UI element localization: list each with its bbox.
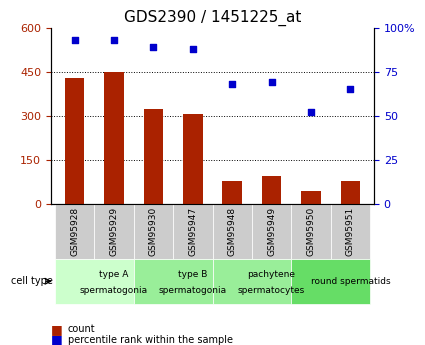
- FancyBboxPatch shape: [331, 204, 370, 259]
- Bar: [262, 176, 281, 204]
- FancyBboxPatch shape: [55, 204, 94, 259]
- FancyBboxPatch shape: [252, 204, 291, 259]
- Bar: [65, 78, 85, 204]
- Point: [268, 80, 275, 85]
- Point: [190, 46, 196, 51]
- Text: spermatogonia: spermatogonia: [80, 286, 148, 295]
- Text: round spermatids: round spermatids: [311, 277, 390, 286]
- Text: percentile rank within the sample: percentile rank within the sample: [68, 335, 233, 345]
- FancyBboxPatch shape: [212, 204, 252, 259]
- Text: GSM95930: GSM95930: [149, 207, 158, 256]
- Text: GSM95951: GSM95951: [346, 207, 355, 256]
- Text: pachytene: pachytene: [248, 270, 295, 279]
- Text: type A: type A: [99, 270, 129, 279]
- Text: GSM95948: GSM95948: [228, 207, 237, 256]
- FancyBboxPatch shape: [134, 204, 173, 259]
- Bar: [301, 191, 321, 204]
- FancyBboxPatch shape: [94, 204, 134, 259]
- Text: spermatogonia: spermatogonia: [159, 286, 227, 295]
- FancyBboxPatch shape: [291, 259, 370, 304]
- Text: cell type: cell type: [11, 276, 53, 286]
- Text: ■: ■: [51, 323, 63, 336]
- Title: GDS2390 / 1451225_at: GDS2390 / 1451225_at: [124, 10, 301, 26]
- Text: GSM95928: GSM95928: [70, 207, 79, 256]
- Bar: [183, 115, 203, 204]
- Bar: [104, 72, 124, 204]
- Text: type B: type B: [178, 270, 207, 279]
- Text: GSM95947: GSM95947: [188, 207, 197, 256]
- FancyBboxPatch shape: [291, 204, 331, 259]
- Bar: [144, 109, 163, 204]
- Text: GSM95949: GSM95949: [267, 207, 276, 256]
- Point: [150, 44, 157, 50]
- Point: [308, 110, 314, 115]
- Text: GSM95950: GSM95950: [306, 207, 315, 256]
- Text: spermatocytes: spermatocytes: [238, 286, 305, 295]
- Text: ■: ■: [51, 333, 63, 345]
- FancyBboxPatch shape: [173, 204, 212, 259]
- FancyBboxPatch shape: [134, 259, 212, 304]
- Bar: [222, 181, 242, 204]
- Bar: [340, 181, 360, 204]
- Point: [110, 37, 117, 43]
- Point: [347, 87, 354, 92]
- Text: count: count: [68, 325, 96, 334]
- Point: [71, 37, 78, 43]
- Point: [229, 81, 235, 87]
- FancyBboxPatch shape: [212, 259, 291, 304]
- Text: GSM95929: GSM95929: [110, 207, 119, 256]
- FancyBboxPatch shape: [55, 259, 134, 304]
